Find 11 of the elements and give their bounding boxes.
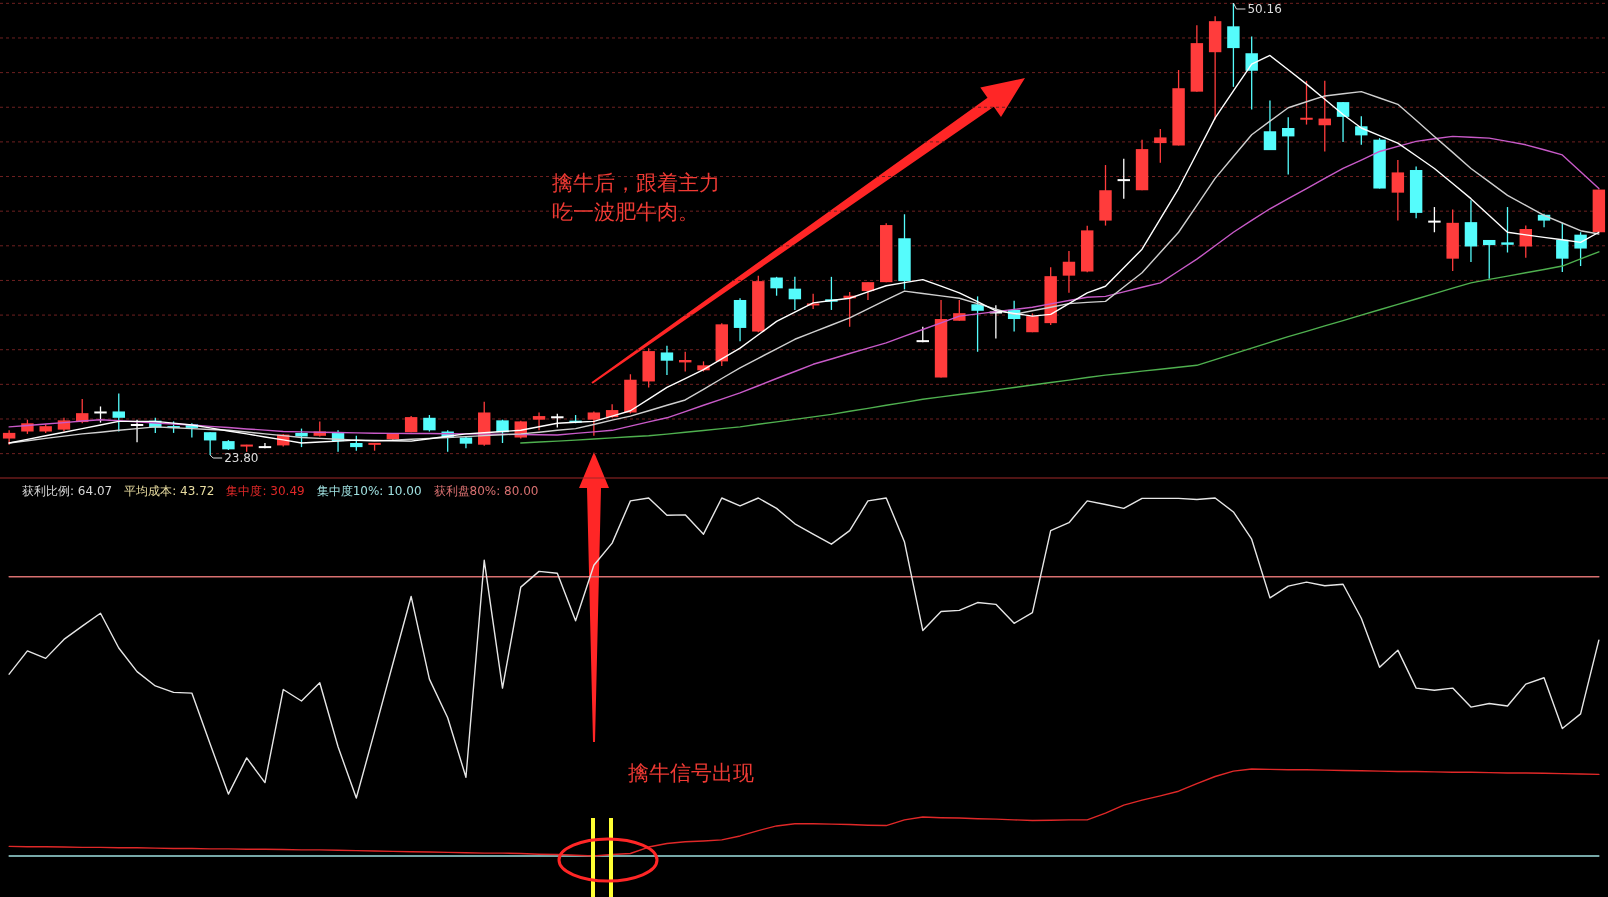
annotation: 50.16 (1247, 2, 1282, 16)
text: 平均成本: 43.72 (124, 483, 215, 498)
text: 获利盘80%: 80.00 (433, 483, 539, 498)
annotation: 擒牛信号出现 (628, 761, 754, 785)
text: 获利比例: 64.07 (22, 483, 113, 498)
text: 集中度10%: 10.00 (316, 483, 422, 498)
annotation: 23.80 (224, 451, 259, 465)
extreme-label: 23.80 (209, 451, 259, 465)
text: 集中度: 30.49 (226, 483, 305, 498)
annotation: 擒牛后，跟着主力吃一波肥牛肉。 (552, 171, 720, 224)
extreme-label: 50.16 (1232, 2, 1282, 16)
